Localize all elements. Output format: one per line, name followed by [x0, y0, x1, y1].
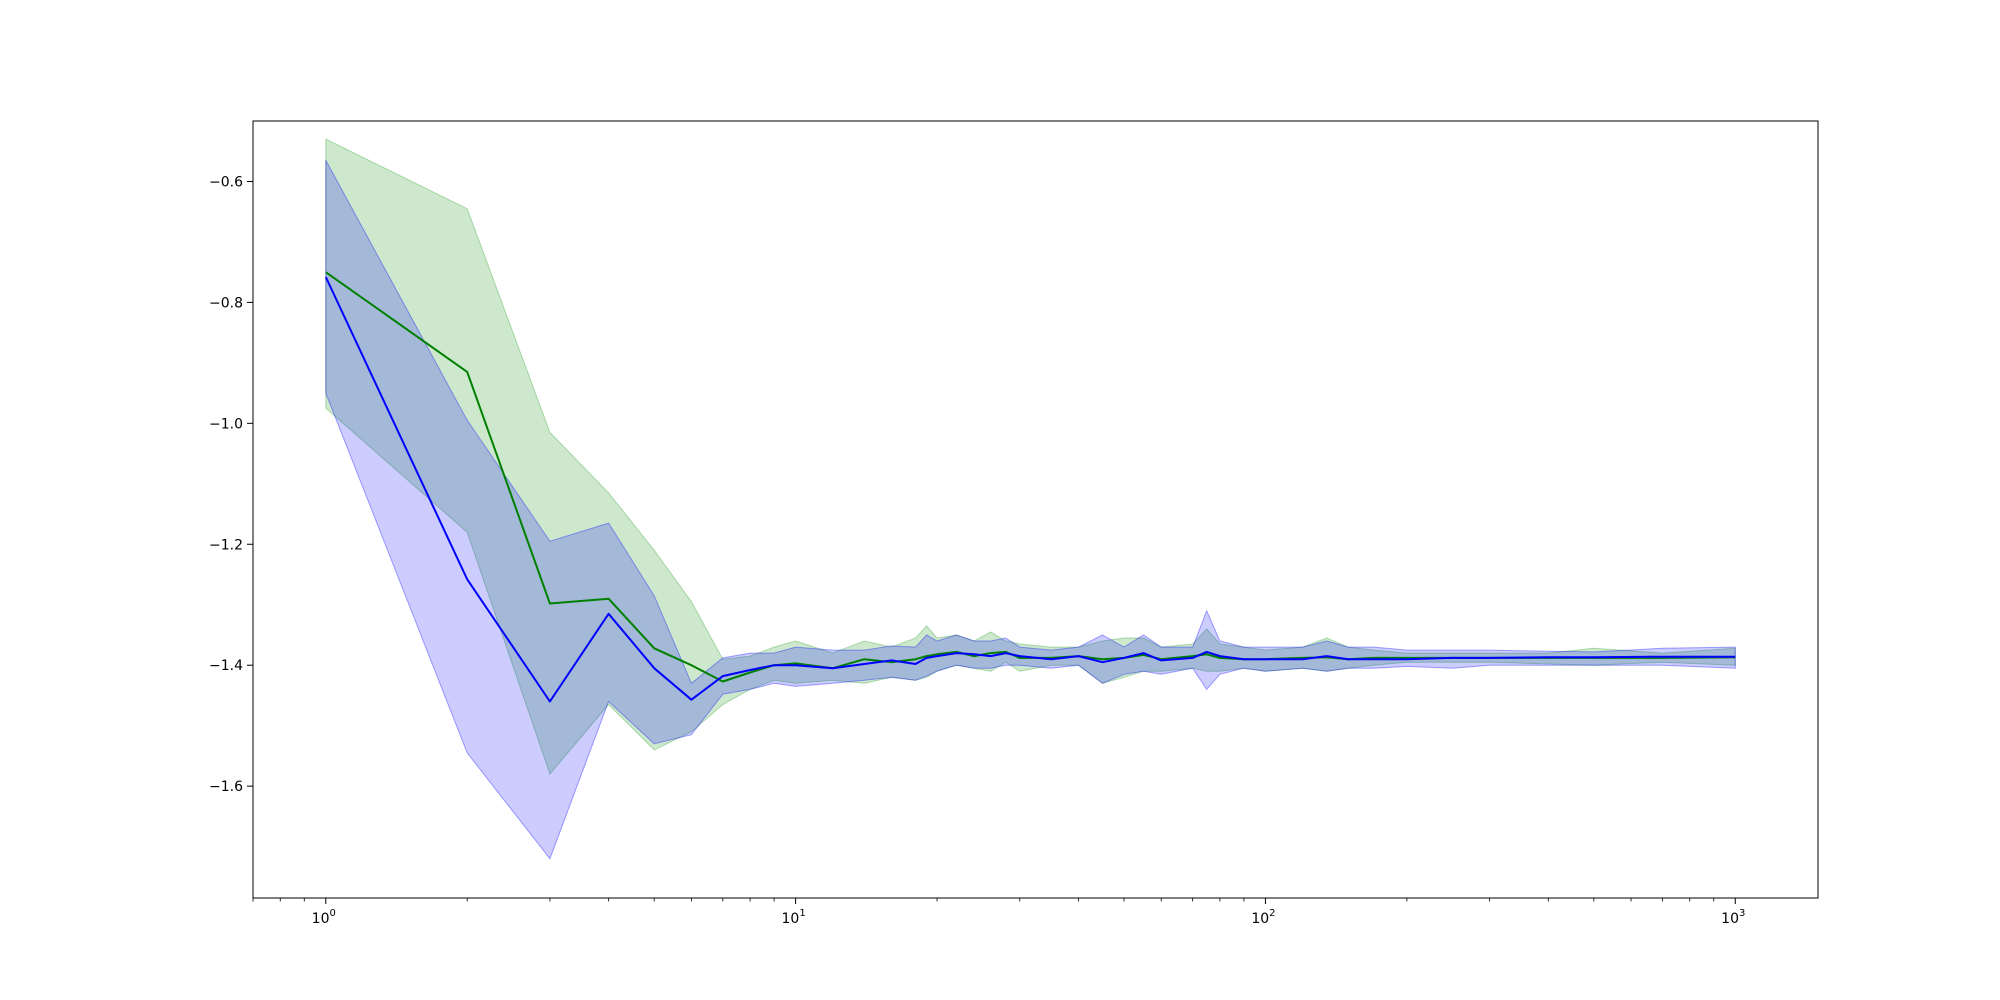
y-tick-label: −1.6	[209, 779, 243, 795]
x-tick-label: 101	[782, 908, 806, 927]
y-tick-label: −0.6	[209, 174, 243, 190]
y-tick-label: −1.0	[209, 416, 243, 432]
series-lines	[324, 271, 1736, 703]
series-2-line	[324, 276, 1736, 703]
x-tick-label: 103	[1721, 908, 1745, 927]
series-1-band	[325, 138, 1736, 775]
y-tick-label: −1.4	[209, 658, 243, 674]
x-axis: 100 101 102 103	[252, 898, 1745, 927]
series-1-line	[325, 271, 1736, 683]
y-tick-label: −1.2	[209, 537, 243, 553]
y-tick-label: −0.8	[209, 295, 243, 311]
x-tick-label: 102	[1251, 908, 1275, 927]
series-2-band	[325, 160, 1736, 860]
confidence-bands	[325, 138, 1736, 860]
x-tick-label: 100	[312, 908, 336, 927]
y-axis: −0.6 −0.8 −1.0 −1.2 −1.4 −1.6	[209, 174, 253, 795]
plot-frame	[252, 120, 1819, 899]
